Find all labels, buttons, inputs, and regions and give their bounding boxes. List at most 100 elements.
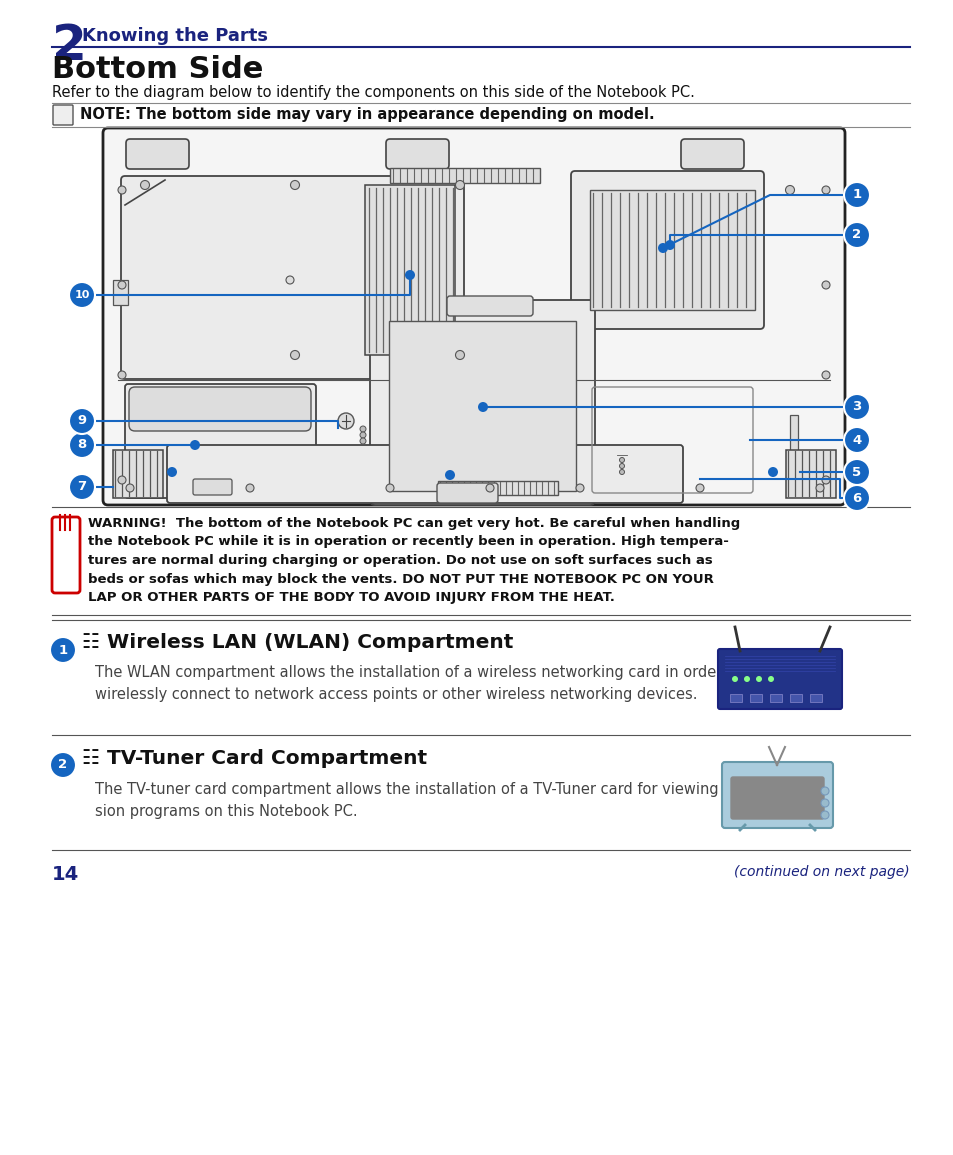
FancyBboxPatch shape (193, 479, 232, 495)
Circle shape (618, 463, 624, 469)
FancyBboxPatch shape (571, 171, 763, 329)
Circle shape (618, 469, 624, 475)
FancyBboxPatch shape (386, 139, 449, 169)
FancyBboxPatch shape (125, 383, 315, 498)
Circle shape (359, 438, 366, 444)
Circle shape (821, 371, 829, 379)
Circle shape (821, 186, 829, 194)
Circle shape (69, 282, 95, 308)
Circle shape (337, 413, 354, 429)
Text: 1: 1 (852, 188, 861, 201)
Circle shape (167, 467, 177, 477)
Circle shape (664, 240, 675, 249)
Text: Knowing the Parts: Knowing the Parts (82, 27, 268, 45)
Circle shape (821, 476, 829, 484)
Circle shape (696, 484, 703, 492)
Circle shape (291, 180, 299, 189)
Bar (729, 694, 741, 702)
Bar (589, 191, 754, 310)
Circle shape (815, 484, 823, 492)
Circle shape (286, 276, 294, 284)
Circle shape (386, 484, 394, 492)
Text: The TV-tuner card compartment allows the installation of a TV-Tuner card for vie: The TV-tuner card compartment allows the… (95, 782, 768, 819)
Bar (365, 185, 455, 355)
Circle shape (618, 457, 624, 462)
FancyBboxPatch shape (121, 176, 463, 379)
Text: ☷ TV-Tuner Card Compartment: ☷ TV-Tuner Card Compartment (82, 748, 427, 768)
Circle shape (118, 186, 126, 194)
Bar (785, 450, 835, 498)
Text: 1: 1 (58, 643, 68, 656)
Circle shape (455, 350, 464, 359)
Circle shape (843, 459, 869, 485)
Circle shape (821, 787, 828, 795)
Circle shape (118, 281, 126, 289)
FancyBboxPatch shape (389, 321, 576, 491)
Text: 10: 10 (74, 290, 90, 300)
Text: 6: 6 (851, 492, 861, 505)
Circle shape (444, 470, 455, 480)
Bar (437, 480, 558, 495)
Circle shape (118, 476, 126, 484)
Text: 7: 7 (77, 480, 87, 493)
Text: 4: 4 (851, 433, 861, 447)
FancyBboxPatch shape (680, 139, 743, 169)
FancyBboxPatch shape (436, 483, 497, 502)
Text: WARNING!  The bottom of the Notebook PC can get very hot. Be careful when handli: WARNING! The bottom of the Notebook PC c… (88, 517, 740, 604)
Bar (112, 280, 128, 305)
FancyBboxPatch shape (730, 777, 823, 819)
Circle shape (50, 752, 76, 778)
Bar (789, 415, 797, 455)
Circle shape (843, 222, 869, 248)
Circle shape (843, 427, 869, 453)
Text: 9: 9 (77, 415, 87, 427)
Circle shape (405, 270, 415, 280)
Circle shape (755, 676, 761, 681)
Text: 3: 3 (851, 401, 861, 413)
Circle shape (477, 402, 488, 412)
Text: 14: 14 (52, 865, 79, 884)
Circle shape (140, 180, 150, 189)
Circle shape (821, 799, 828, 807)
Text: NOTE: The bottom side may vary in appearance depending on model.: NOTE: The bottom side may vary in appear… (80, 107, 654, 122)
Circle shape (118, 371, 126, 379)
Bar (749, 694, 761, 702)
Circle shape (743, 676, 749, 681)
Circle shape (69, 432, 95, 459)
Circle shape (50, 638, 76, 663)
FancyBboxPatch shape (53, 105, 73, 125)
Circle shape (69, 408, 95, 434)
Circle shape (767, 467, 778, 477)
Circle shape (246, 484, 253, 492)
FancyBboxPatch shape (167, 445, 682, 502)
Circle shape (359, 426, 366, 432)
Text: 2: 2 (58, 759, 68, 772)
FancyBboxPatch shape (103, 128, 844, 505)
Circle shape (821, 281, 829, 289)
FancyBboxPatch shape (370, 300, 595, 505)
Bar (789, 694, 801, 702)
Circle shape (190, 440, 200, 450)
Circle shape (767, 676, 773, 681)
Bar (809, 694, 821, 702)
FancyBboxPatch shape (718, 649, 841, 709)
Circle shape (455, 180, 464, 189)
Circle shape (843, 182, 869, 208)
Circle shape (784, 186, 794, 194)
Text: 8: 8 (77, 439, 87, 452)
Circle shape (843, 485, 869, 511)
FancyBboxPatch shape (126, 139, 189, 169)
Text: ☷ Wireless LAN (WLAN) Compartment: ☷ Wireless LAN (WLAN) Compartment (82, 633, 513, 653)
Text: (continued on next page): (continued on next page) (734, 865, 909, 879)
FancyBboxPatch shape (447, 296, 533, 316)
Circle shape (731, 676, 738, 681)
Bar (769, 694, 781, 702)
Text: The WLAN compartment allows the installation of a wireless networking card in or: The WLAN compartment allows the installa… (95, 665, 740, 702)
Bar (112, 450, 163, 498)
Circle shape (359, 432, 366, 438)
FancyBboxPatch shape (721, 762, 832, 828)
Circle shape (576, 484, 583, 492)
Circle shape (658, 243, 667, 253)
Circle shape (485, 484, 494, 492)
Text: 5: 5 (852, 465, 861, 478)
